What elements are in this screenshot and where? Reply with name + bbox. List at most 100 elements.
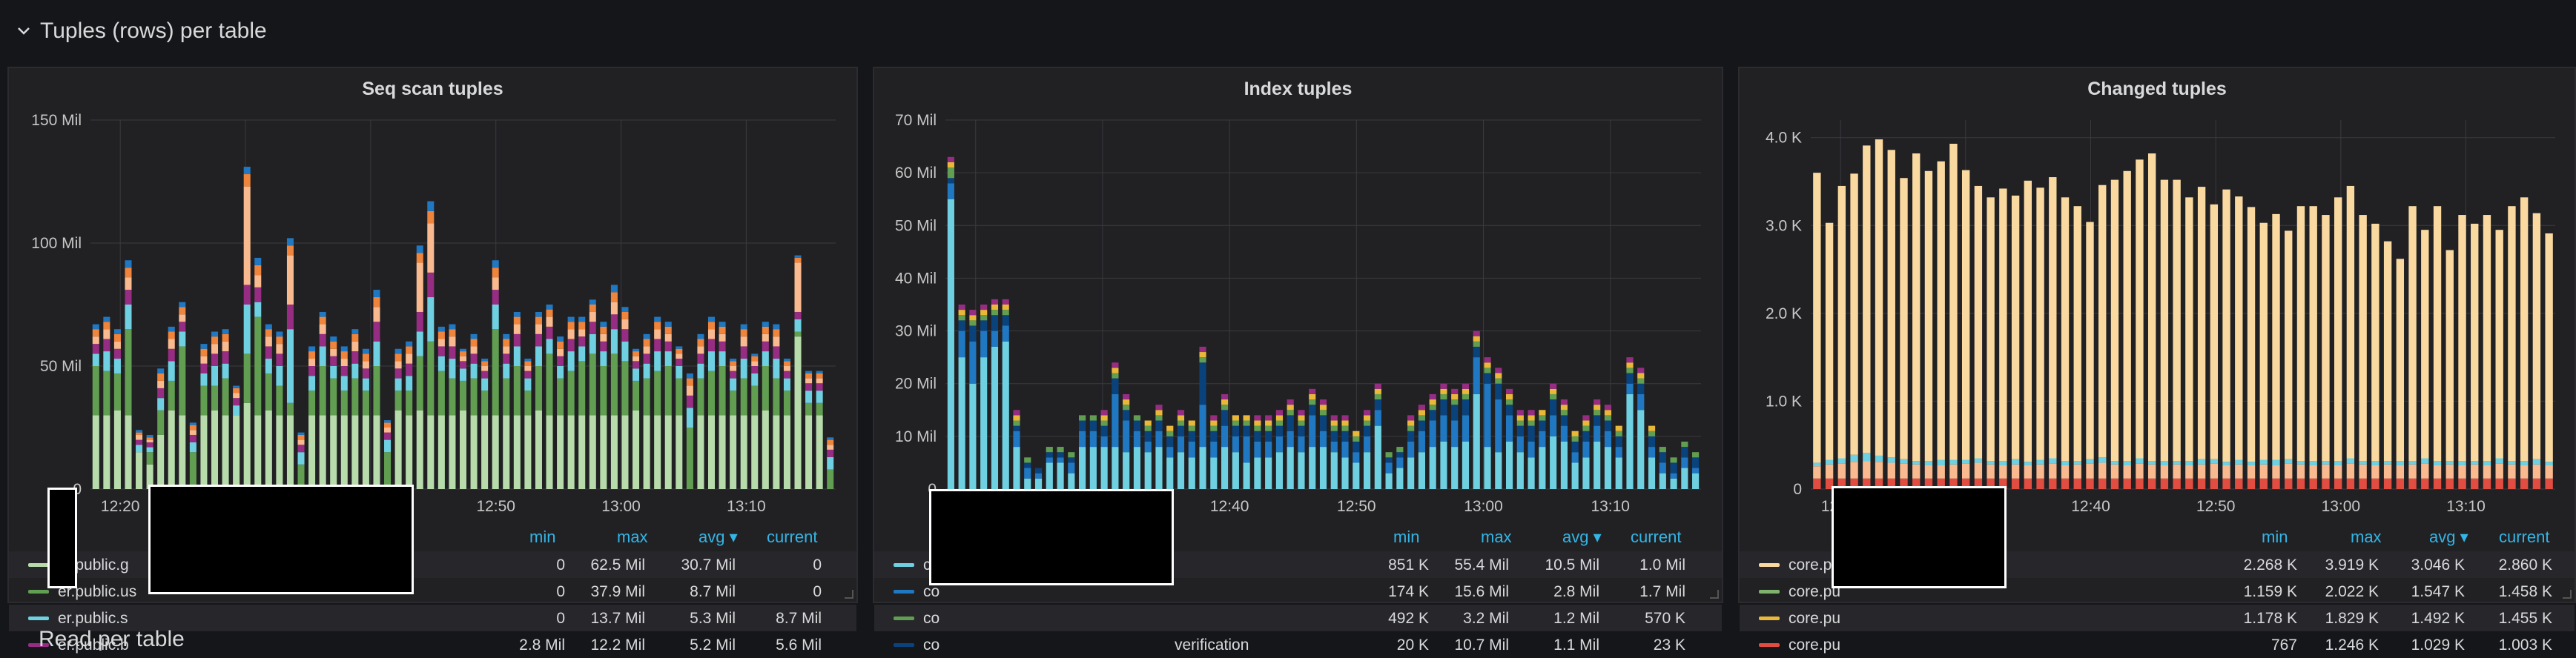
- next-row-title[interactable]: Read per table: [39, 627, 185, 651]
- value-current: 8.7 Mil: [776, 610, 822, 627]
- bar-segment: [686, 373, 693, 379]
- bar-segment: [2160, 478, 2169, 489]
- bar-segment: [524, 378, 532, 391]
- bar-segment: [1100, 436, 1108, 448]
- legend-header-current[interactable]: current: [2499, 528, 2550, 546]
- legend-header-avg[interactable]: avg ▾: [699, 528, 738, 547]
- bar-segment: [664, 366, 672, 416]
- bar-segment: [1571, 452, 1579, 463]
- value-current: 1.458 K: [2498, 583, 2552, 600]
- bar-segment: [1144, 420, 1152, 426]
- bar-segment: [958, 315, 965, 321]
- bar-segment: [1418, 410, 1425, 416]
- bar-segment: [1221, 393, 1229, 400]
- bar-segment: [179, 322, 186, 332]
- y-tick-label: 4.0 K: [1766, 130, 1802, 147]
- panel-title[interactable]: Seq scan tuples: [362, 79, 503, 99]
- bar-segment: [1987, 478, 1995, 489]
- legend-row[interactable]: core.pu 1.178 K 1.829 K 1.492 K 1.455 K: [1740, 605, 2575, 631]
- row-title: Tuples (rows) per table: [40, 19, 267, 43]
- bar-segment: [1462, 393, 1470, 400]
- bar-segment: [168, 348, 175, 362]
- legend-header-avg[interactable]: avg ▾: [2429, 528, 2468, 547]
- panel-changed-tuples[interactable]: Changed tuples 01.0 K2.0 K3.0 K4.0 K12:2…: [1738, 67, 2576, 654]
- bar-segment: [1550, 388, 1557, 394]
- bar-segment: [1637, 383, 1645, 394]
- bar-segment: [1079, 447, 1086, 489]
- bar-segment: [2110, 478, 2119, 489]
- legend-row[interactable]: core.pu 767 1.246 K 1.029 K 1.003 K: [1740, 631, 2575, 658]
- bar-segment: [1287, 410, 1294, 416]
- bar-segment: [783, 415, 790, 489]
- bar-segment: [492, 329, 499, 416]
- bar-segment: [740, 359, 747, 379]
- legend-header-max[interactable]: max: [617, 528, 648, 546]
- legend-header-min[interactable]: min: [2262, 528, 2288, 546]
- bar-segment: [222, 415, 229, 489]
- legend-row[interactable]: co 492 K 3.2 Mil 1.2 Mil 570 K: [874, 605, 1722, 631]
- bar-segment: [1987, 461, 1995, 465]
- resize-handle[interactable]: [1710, 590, 1719, 599]
- legend-header-min[interactable]: min: [529, 528, 556, 546]
- legend-row[interactable]: core.pu 1.159 K 2.022 K 1.547 K 1.458 K: [1740, 578, 2575, 605]
- bar-segment: [827, 439, 834, 445]
- bar-segment: [1068, 452, 1075, 458]
- bar-segment: [513, 324, 521, 334]
- legend-header-min[interactable]: min: [1393, 528, 1420, 546]
- bar-segment: [1123, 420, 1130, 453]
- bar-segment: [2173, 461, 2181, 465]
- panel-seq-scan-tuples[interactable]: Seq scan tuples 0 50 Mil 100 Mil 150 Mil 12:…: [7, 67, 858, 654]
- legend-header-max[interactable]: max: [1481, 528, 1512, 546]
- resize-handle[interactable]: [845, 590, 853, 599]
- panel-title[interactable]: Changed tuples: [2087, 79, 2227, 99]
- bar-segment: [524, 415, 532, 489]
- y-tick-label: 30 Mil: [895, 323, 937, 340]
- bar-segment: [157, 410, 165, 435]
- series-name: co: [923, 610, 940, 627]
- bar-segment: [719, 326, 726, 334]
- bar-segment: [1912, 153, 1921, 462]
- bar-segment: [1571, 431, 1579, 436]
- bar-segment: [1166, 436, 1174, 448]
- legend-header-avg[interactable]: avg ▾: [1562, 528, 1602, 547]
- legend-row[interactable]: er.public.g 0 62.5 Mil 30.7 Mil 0: [9, 551, 856, 578]
- bar-segment: [730, 415, 737, 489]
- bar-segment: [643, 346, 650, 354]
- chevron-down-icon[interactable]: [15, 22, 33, 40]
- bar-segment: [113, 373, 121, 411]
- bar-segment: [1875, 139, 1883, 456]
- bar-segment: [2197, 478, 2206, 489]
- bar-segment: [1243, 462, 1250, 489]
- value-current: 1.003 K: [2498, 637, 2552, 654]
- bar-segment: [373, 307, 380, 322]
- bar-segment: [276, 331, 283, 337]
- legend-header-current[interactable]: current: [1631, 528, 1682, 546]
- bar-segment: [1659, 452, 1666, 463]
- resize-handle[interactable]: [2563, 590, 2572, 599]
- bar-segment: [1330, 420, 1338, 426]
- legend-header: min max avg ▾ current: [874, 528, 1722, 551]
- bar-segment: [1692, 452, 1700, 458]
- bar-segment: [2185, 461, 2193, 465]
- bar-segment: [92, 329, 99, 337]
- bar-segment: [1287, 431, 1294, 448]
- bar-segment: [697, 333, 704, 339]
- legend-row[interactable]: er.public.us 0 37.9 Mil 8.7 Mil 0: [9, 578, 856, 605]
- legend-header-max[interactable]: max: [2351, 528, 2382, 546]
- y-tick-label: 10 Mil: [895, 428, 937, 445]
- row-header[interactable]: Tuples (rows) per table: [0, 0, 2576, 62]
- legend-row[interactable]: co 174 K 15.6 Mil 2.8 Mil 1.7 Mil: [874, 578, 1722, 605]
- legend-row[interactable]: er.public.s 0 13.7 Mil 5.3 Mil 8.7 Mil: [9, 605, 856, 631]
- bar-segment: [2471, 478, 2479, 489]
- bar-segment: [1462, 399, 1470, 416]
- legend-header-current[interactable]: current: [767, 528, 818, 546]
- y-tick-label: 100 Mil: [31, 235, 82, 252]
- value-max: 15.6 Mil: [1454, 583, 1509, 600]
- bar-segment: [1604, 405, 1612, 411]
- bar-segment: [92, 324, 99, 330]
- legend-row[interactable]: co verification 20 K 10.7 Mil 1.1 Mil 23…: [874, 631, 1722, 658]
- bar-segment: [308, 346, 316, 352]
- bar-segment: [578, 361, 586, 416]
- panel-title[interactable]: Index tuples: [1244, 79, 1353, 99]
